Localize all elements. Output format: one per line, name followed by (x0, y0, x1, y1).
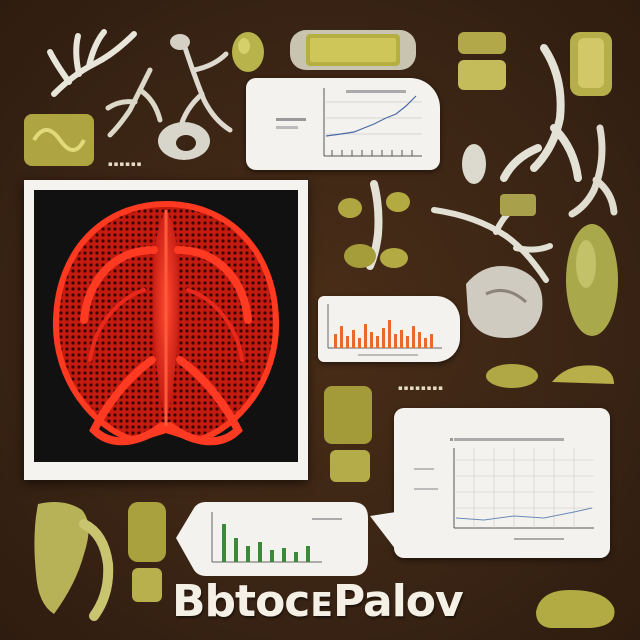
olive-specimen-icon (566, 224, 618, 336)
olive-specimen-icon (570, 32, 612, 96)
specimen-label: ▪▪▪▪▪▪▪▪ (398, 384, 444, 392)
anatomy-illustration-icon (52, 200, 280, 446)
olive-specimen-icon (536, 590, 615, 628)
bone-icon (158, 122, 210, 160)
claw-icon (568, 124, 618, 218)
bar-chart-icon (327, 304, 442, 356)
bar-chart-card (176, 502, 368, 576)
olive-specimen-icon (458, 32, 506, 90)
bone-icon (462, 144, 486, 184)
olive-specimen-icon (34, 502, 114, 621)
bar-chart-icon (211, 512, 342, 563)
anatomy-frame (24, 180, 308, 480)
olive-specimen-icon (24, 114, 94, 166)
olive-specimen-icon (324, 386, 372, 482)
specimen-label: ▪▪▪▪▪▪ (108, 160, 143, 168)
olive-specimen-icon (232, 32, 264, 72)
line-chart-card (246, 78, 440, 170)
olive-specimen-icon (552, 365, 614, 384)
bone-icon (466, 266, 543, 338)
anatomy-illustration (34, 190, 298, 462)
olive-specimen-icon (338, 180, 410, 270)
olive-specimen-icon (500, 194, 536, 216)
skeletal-hand-icon (47, 29, 137, 97)
skeletal-hand-icon (500, 44, 582, 182)
poster-title: BbtocᴇPalov (172, 576, 464, 627)
olive-specimen-icon (486, 364, 538, 388)
grid-chart-card (394, 408, 610, 558)
bar-chart-card (318, 296, 460, 362)
grid-chart-icon (414, 438, 594, 540)
speech-tail-icon (370, 512, 396, 550)
olive-specimen-icon (290, 30, 416, 70)
claw-icon (105, 67, 163, 138)
line-chart-icon (276, 88, 422, 157)
olive-specimen-icon (128, 502, 166, 602)
